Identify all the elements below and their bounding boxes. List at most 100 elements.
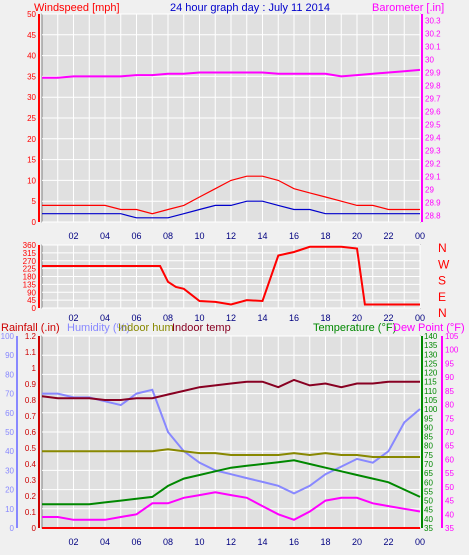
dewpoint-tick-label: 90: [445, 373, 454, 382]
temperature-tick-label: 55: [424, 487, 433, 496]
y-right-tick-label: 30.3: [425, 17, 441, 26]
x-tick-label: 00: [415, 537, 425, 547]
y-left-tick-label: 45: [27, 31, 36, 40]
rain-tick-label: 1.2: [25, 332, 37, 341]
temperature-tick-label: 130: [424, 350, 438, 359]
rain-tick-label: 1: [32, 364, 37, 373]
y-right-tick-label: 30: [425, 56, 434, 65]
rain-tick-label: 0.6: [25, 428, 37, 437]
y-left-tick-label: 40: [27, 52, 36, 61]
rain-tick-label: 0.1: [25, 508, 37, 517]
temperature-tick-label: 85: [424, 433, 433, 442]
y-left-tick-label: 20: [27, 135, 36, 144]
temperature-tick-label: 60: [424, 478, 433, 487]
dewpoint-tick-label: 80: [445, 401, 454, 410]
y-right-tick-label: 29.9: [425, 69, 441, 78]
temperature-axis-label: Temperature (°F): [313, 322, 396, 334]
x-tick-label: 12: [226, 313, 236, 323]
compass-label: N: [438, 306, 447, 320]
indoor-temp-label: Indoor temp: [172, 322, 231, 334]
y-right-tick-label: 29.3: [425, 147, 441, 156]
humidity-tick-label: 40: [5, 447, 14, 456]
x-tick-label: 08: [163, 231, 173, 241]
rain-tick-label: 0.8: [25, 396, 37, 405]
x-tick-label: 14: [257, 537, 267, 547]
x-tick-label: 12: [226, 231, 236, 241]
x-tick-label: 08: [163, 537, 173, 547]
x-tick-label: 02: [68, 313, 78, 323]
humidity-axis-label: Humidity (%): [67, 322, 130, 334]
x-tick-label: 10: [194, 313, 204, 323]
humidity-tick-label: 0: [10, 524, 15, 533]
y-right-tick-label: 28.9: [425, 199, 441, 208]
humidity-tick-label: 70: [5, 390, 14, 399]
compass-label: S: [438, 274, 446, 288]
y-right-tick-label: 29.5: [425, 121, 441, 130]
y-left-tick-label: 0: [32, 304, 37, 313]
dewpoint-tick-label: 60: [445, 455, 454, 464]
wind-average-line: [42, 200, 420, 219]
dewpoint-tick-label: 35: [445, 524, 454, 533]
x-tick-label: 18: [320, 313, 330, 323]
temperature-tick-label: 35: [424, 524, 433, 533]
rain-tick-label: 1.1: [25, 348, 37, 357]
y-left-tick-label: 0: [32, 218, 37, 227]
humidity-tick-label: 20: [5, 486, 14, 495]
humidity-tick-label: 50: [5, 428, 14, 437]
dewpoint-tick-label: 55: [445, 469, 454, 478]
temperature-tick-label: 75: [424, 451, 433, 460]
y-left-tick-label: 30: [27, 93, 36, 102]
graph-title: 24 hour graph day : July 11 2014: [170, 2, 330, 14]
x-tick-label: 16: [289, 231, 299, 241]
y-left-tick-label: 25: [27, 114, 36, 123]
dewpoint-tick-label: 75: [445, 414, 454, 423]
y-left-tick-label: 15: [27, 156, 36, 165]
dewpoint-tick-label: 65: [445, 442, 454, 451]
temperature-humidity-panel: 010203040506070809010000.10.20.30.40.50.…: [1, 332, 459, 547]
temperature-tick-label: 115: [424, 378, 437, 387]
x-tick-label: 06: [131, 313, 141, 323]
temperature-tick-label: 110: [424, 387, 437, 396]
dewpoint-tick-label: 40: [445, 510, 454, 519]
temperature-tick-label: 135: [424, 341, 438, 350]
rain-tick-label: 0.7: [25, 412, 37, 421]
x-tick-label: 10: [194, 231, 204, 241]
y-left-tick-label: 90: [27, 288, 36, 297]
temperature-tick-label: 70: [424, 460, 433, 469]
humidity-tick-label: 100: [1, 332, 15, 341]
y-right-tick-label: 29.4: [425, 134, 441, 143]
temperature-tick-label: 140: [424, 332, 438, 341]
x-tick-label: 16: [289, 537, 299, 547]
y-left-tick-label: 270: [23, 257, 37, 266]
rainfall-axis-label: Rainfall (.in): [1, 322, 60, 334]
dewpoint-tick-label: 105: [445, 332, 459, 341]
rain-tick-label: 0: [32, 524, 37, 533]
rain-tick-label: 0.2: [25, 492, 37, 501]
x-tick-label: 20: [352, 537, 362, 547]
y-left-tick-label: 35: [27, 72, 36, 81]
wind-direction-line: [42, 245, 420, 306]
dewpoint-tick-label: 50: [445, 483, 454, 492]
temperature-line: [42, 459, 421, 506]
y-left-tick-label: 315: [23, 249, 37, 258]
dewpoint-tick-label: 85: [445, 387, 454, 396]
x-tick-label: 08: [163, 313, 173, 323]
dewpoint-tick-label: 45: [445, 497, 454, 506]
y-left-tick-label: 10: [27, 176, 36, 185]
y-left-tick-label: 360: [23, 241, 37, 250]
x-tick-label: 04: [100, 231, 110, 241]
x-tick-label: 22: [383, 231, 393, 241]
temperature-tick-label: 50: [424, 497, 433, 506]
y-right-tick-label: 28.8: [425, 212, 441, 221]
dewpoint-axis-label: Dew Point (°F): [393, 322, 465, 334]
humidity-tick-label: 90: [5, 351, 14, 360]
compass-label: W: [438, 257, 450, 271]
y-right-tick-label: 29: [425, 186, 434, 195]
y-right-tick-label: 30.1: [425, 43, 441, 52]
humidity-tick-label: 60: [5, 409, 14, 418]
indoor-humidity-label: Indoor hum: [118, 322, 174, 334]
y-left-tick-label: 5: [32, 197, 37, 206]
dewpoint-tick-label: 95: [445, 359, 454, 368]
x-tick-label: 16: [289, 313, 299, 323]
